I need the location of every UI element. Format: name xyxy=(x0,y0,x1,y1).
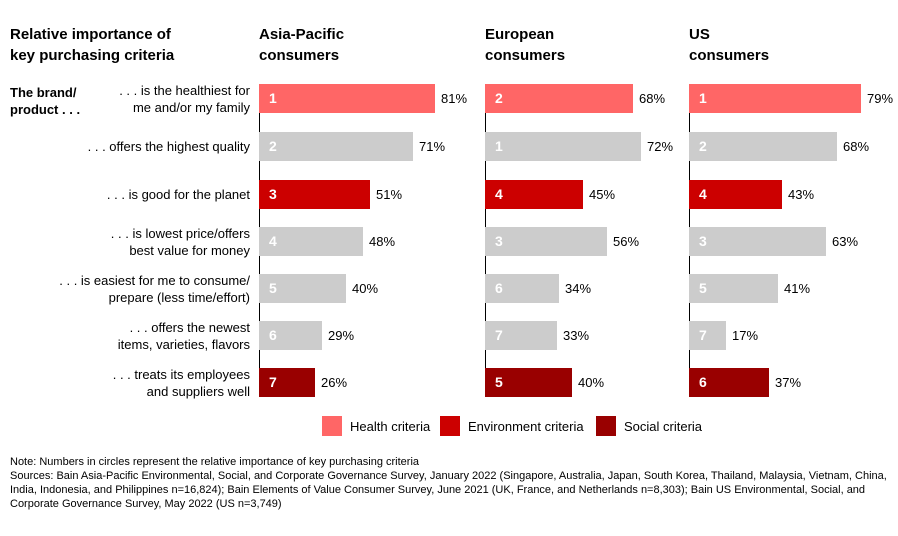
data-label: 56% xyxy=(613,234,640,249)
data-label: 37% xyxy=(775,375,802,390)
bar xyxy=(485,321,557,350)
legend-item-health: Health criteria xyxy=(322,416,430,436)
data-label: 29% xyxy=(328,328,355,343)
rank-label: 5 xyxy=(495,374,503,390)
bar xyxy=(689,274,778,303)
rank-label: 7 xyxy=(699,327,707,343)
rank-label: 5 xyxy=(699,280,707,296)
bar xyxy=(689,180,782,209)
bar xyxy=(689,132,837,161)
legend-swatch-environment xyxy=(440,416,460,436)
data-label: 40% xyxy=(352,281,379,296)
data-label: 63% xyxy=(832,234,859,249)
bar xyxy=(689,227,826,256)
bar xyxy=(485,274,559,303)
data-label: 26% xyxy=(321,375,348,390)
bar xyxy=(259,180,370,209)
data-label: 68% xyxy=(639,91,666,106)
bar xyxy=(689,84,861,113)
category-label: . . . treats its employees and suppliers… xyxy=(112,366,250,399)
rank-label: 3 xyxy=(495,233,503,249)
data-label: 51% xyxy=(376,187,403,202)
data-label: 68% xyxy=(843,139,870,154)
rank-label: 5 xyxy=(269,280,277,296)
rank-label: 7 xyxy=(495,327,503,343)
rank-label: 6 xyxy=(495,280,503,296)
data-label: 33% xyxy=(563,328,590,343)
category-label: . . . is good for the planet xyxy=(106,187,250,202)
rank-label: 2 xyxy=(699,138,707,154)
category-label: . . . is lowest price/offers best value … xyxy=(110,225,250,258)
bar xyxy=(485,227,607,256)
rank-label: 6 xyxy=(699,374,707,390)
footnotes: Note: Numbers in circles represent the r… xyxy=(10,455,890,511)
data-label: 79% xyxy=(867,91,894,106)
rank-label: 4 xyxy=(699,186,707,202)
panel-title: European consumers xyxy=(485,26,566,64)
panel-title: US consumers xyxy=(689,26,770,64)
sources-text: Sources: Bain Asia-Pacific Environmental… xyxy=(10,470,887,510)
data-label: 71% xyxy=(419,139,446,154)
bar xyxy=(485,368,572,397)
bar xyxy=(689,321,726,350)
bar xyxy=(259,84,435,113)
legend-swatch-health xyxy=(322,416,342,436)
rank-label: 7 xyxy=(269,374,277,390)
rank-label: 1 xyxy=(269,90,277,106)
data-label: 81% xyxy=(441,91,468,106)
category-label: . . . offers the highest quality xyxy=(87,139,250,154)
panel-title: Asia-Pacific consumers xyxy=(259,26,345,64)
rank-label: 4 xyxy=(495,186,503,202)
data-label: 72% xyxy=(647,139,674,154)
bar xyxy=(259,227,363,256)
rank-label: 3 xyxy=(699,233,707,249)
rank-label: 4 xyxy=(269,233,277,249)
bar xyxy=(689,368,769,397)
data-label: 48% xyxy=(369,234,396,249)
data-label: 40% xyxy=(578,375,605,390)
data-label: 45% xyxy=(589,187,616,202)
data-label: 34% xyxy=(565,281,592,296)
category-label: . . . is the healthiest for me and/or my… xyxy=(119,82,250,115)
bar xyxy=(485,84,633,113)
bar xyxy=(485,132,641,161)
legend-label-environment: Environment criteria xyxy=(468,418,584,434)
legend-item-environment: Environment criteria xyxy=(440,416,584,436)
brand-label: The brand/ product . . . xyxy=(10,85,81,117)
legend-swatch-social xyxy=(596,416,616,436)
legend-label-health: Health criteria xyxy=(350,418,431,434)
legend-label-social: Social criteria xyxy=(624,418,703,434)
rank-label: 2 xyxy=(495,90,503,106)
category-label: . . . is easiest for me to consume/ prep… xyxy=(59,272,250,305)
data-label: 43% xyxy=(788,187,815,202)
note-text: Note: Numbers in circles represent the r… xyxy=(10,456,420,468)
bar xyxy=(259,368,315,397)
data-label: 41% xyxy=(784,281,811,296)
rank-label: 1 xyxy=(495,138,503,154)
main-title: Relative importance of key purchasing cr… xyxy=(10,26,175,64)
rank-label: 2 xyxy=(269,138,277,154)
bar xyxy=(259,274,346,303)
rank-label: 3 xyxy=(269,186,277,202)
bar xyxy=(259,132,413,161)
rank-label: 6 xyxy=(269,327,277,343)
data-label: 17% xyxy=(732,328,759,343)
category-label: . . . offers the newest items, varieties… xyxy=(117,319,250,352)
legend-item-social: Social criteria xyxy=(596,416,702,436)
bar xyxy=(259,321,322,350)
bar xyxy=(485,180,583,209)
rank-label: 1 xyxy=(699,90,707,106)
